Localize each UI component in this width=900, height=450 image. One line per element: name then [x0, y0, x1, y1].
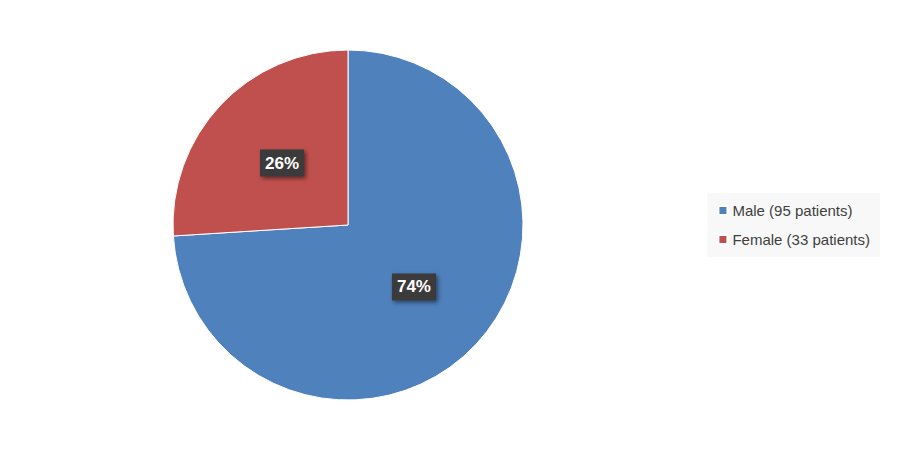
svg-text:Male (95 patients): Male (95 patients) — [732, 202, 852, 219]
svg-text:26%: 26% — [265, 154, 299, 173]
svg-text:Female (33 patients): Female (33 patients) — [732, 231, 870, 248]
svg-text:74%: 74% — [397, 277, 431, 296]
